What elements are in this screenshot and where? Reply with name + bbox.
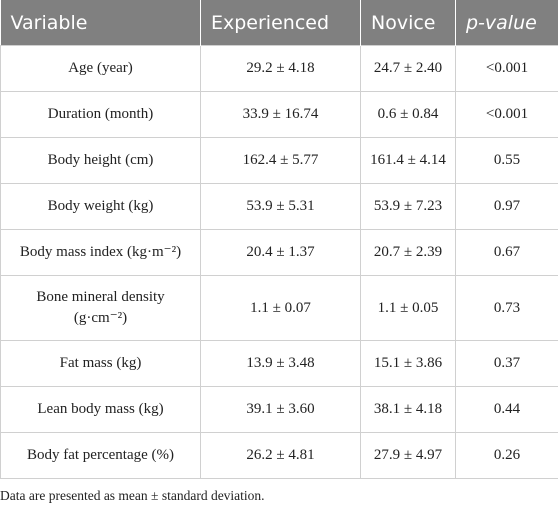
- variable-cell: Bone mineral density (g·cm⁻²): [0, 275, 201, 341]
- cell-text: Body mass index (kg·m⁻²): [19, 244, 182, 260]
- cell-text: (g·cm⁻²): [73, 310, 128, 326]
- value-cell: 0.37: [455, 340, 558, 387]
- variable-cell: Fat mass (kg): [0, 340, 201, 387]
- variable-cell: Body weight (kg): [0, 183, 201, 230]
- value-cell: 1.1 ± 0.05: [360, 275, 456, 341]
- value-cell: 13.9 ± 3.48: [200, 340, 361, 387]
- variable-cell: Lean body mass (kg): [0, 386, 201, 433]
- cell-text: Body weight (kg): [47, 198, 154, 214]
- header-cell: Variable: [0, 0, 201, 46]
- table-row: Bone mineral density (g·cm⁻²) 1.1 ± 0.07 1.…: [0, 275, 558, 341]
- table-row: Fat mass (kg) 13.9 ± 3.48 15.1 ± 3.86 0.37: [0, 340, 558, 387]
- value-cell: 27.9 ± 4.97: [360, 432, 456, 479]
- table-row: Duration (month) 33.9 ± 16.74 0.6 ± 0.84 <0…: [0, 91, 558, 138]
- value-cell: <0.001: [455, 91, 558, 138]
- value-cell: 39.1 ± 3.60: [200, 386, 361, 433]
- value-cell: 53.9 ± 7.23: [360, 183, 456, 230]
- table-row: Body mass index (kg·m⁻²) 20.4 ± 1.37 20.7 …: [0, 229, 558, 276]
- header-cell: p-value: [455, 0, 558, 46]
- table-row: Body weight (kg) 53.9 ± 5.31 53.9 ± 7.23 0.…: [0, 183, 558, 230]
- value-cell: <0.001: [455, 45, 558, 92]
- cell-text: Lean body mass (kg): [37, 401, 164, 417]
- table-note: Data are presented as mean ± standard de…: [0, 488, 265, 503]
- data-table: Variable Experienced Novice p-value Age (ye…: [0, 0, 558, 479]
- variable-cell: Body mass index (kg·m⁻²): [0, 229, 201, 276]
- header-cell: Experienced: [200, 0, 361, 46]
- cell-text: Age (year): [68, 60, 133, 76]
- value-cell: 33.9 ± 16.74: [200, 91, 361, 138]
- value-cell: 15.1 ± 3.86: [360, 340, 456, 387]
- variable-cell: Body fat percentage (%): [0, 432, 201, 479]
- value-cell: 24.7 ± 2.40: [360, 45, 456, 92]
- value-cell: 0.97: [455, 183, 558, 230]
- cell-text: Fat mass (kg): [59, 355, 142, 371]
- value-cell: 0.6 ± 0.84: [360, 91, 456, 138]
- variable-cell: Age (year): [0, 45, 201, 92]
- table-row: Body height (cm) 162.4 ± 5.77 161.4 ± 4.14…: [0, 137, 558, 184]
- variable-cell: Duration (month): [0, 91, 201, 138]
- value-cell: 20.4 ± 1.37: [200, 229, 361, 276]
- value-cell: 161.4 ± 4.14: [360, 137, 456, 184]
- value-cell: 0.26: [455, 432, 558, 479]
- cell-text: Body fat percentage (%): [26, 447, 174, 463]
- table-row: Lean body mass (kg) 39.1 ± 3.60 38.1 ± 4.1…: [0, 386, 558, 433]
- value-cell: 0.73: [455, 275, 558, 341]
- value-cell: 20.7 ± 2.39: [360, 229, 456, 276]
- cell-text: Bone mineral density: [36, 289, 165, 305]
- value-cell: 29.2 ± 4.18: [200, 45, 361, 92]
- value-cell: 26.2 ± 4.81: [200, 432, 361, 479]
- cell-text: Duration (month): [47, 106, 154, 122]
- value-cell: 0.67: [455, 229, 558, 276]
- table-body: Age (year) 29.2 ± 4.18 24.7 ± 2.40 <0.001 Du…: [0, 45, 558, 479]
- value-cell: 53.9 ± 5.31: [200, 183, 361, 230]
- table-row: Body fat percentage (%) 26.2 ± 4.81 27.9 ±…: [0, 432, 558, 479]
- value-cell: 1.1 ± 0.07: [200, 275, 361, 341]
- value-cell: 0.44: [455, 386, 558, 433]
- table-row: Age (year) 29.2 ± 4.18 24.7 ± 2.40 <0.001: [0, 45, 558, 92]
- variable-cell: Body height (cm): [0, 137, 201, 184]
- value-cell: 0.55: [455, 137, 558, 184]
- cell-text: Body height (cm): [47, 152, 154, 168]
- header-cell: Novice: [360, 0, 456, 46]
- header-row: Variable Experienced Novice p-value: [0, 0, 558, 46]
- value-cell: 38.1 ± 4.18: [360, 386, 456, 433]
- value-cell: 162.4 ± 5.77: [200, 137, 361, 184]
